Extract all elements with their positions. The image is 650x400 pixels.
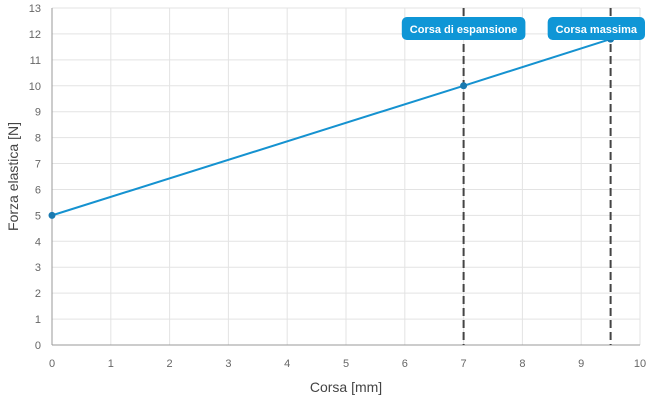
y-axis-title: Forza elastica [N] [5, 122, 21, 231]
x-tick-label: 3 [225, 358, 231, 370]
data-point [460, 82, 468, 90]
badge-background [547, 17, 645, 40]
x-tick-label: 7 [461, 358, 467, 370]
series [51, 38, 611, 217]
y-tick-label: 4 [35, 236, 41, 248]
badge-background [401, 17, 526, 40]
y-tick-label: 1 [35, 314, 41, 326]
axes [51, 8, 640, 346]
x-tick-label: 1 [108, 358, 114, 370]
x-tick-label: 9 [578, 358, 584, 370]
y-tick-label: 8 [35, 133, 41, 145]
x-tick-labels: 0 1 2 3 4 5 6 7 8 9 10 [49, 358, 646, 370]
x-tick-label: 0 [49, 358, 55, 370]
y-tick-label: 3 [35, 262, 41, 274]
annotation-badge: Corsa di espansione [401, 17, 526, 40]
reference-lines [462, 8, 612, 345]
badge-label: Corsa massima [556, 24, 638, 36]
series-line [51, 38, 611, 217]
data-point [48, 211, 56, 219]
x-tick-label: 4 [284, 358, 290, 370]
x-tick-label: 8 [519, 358, 525, 370]
y-tick-label: 13 [29, 3, 41, 15]
annotation-badges: Corsa di espansione Corsa massima [401, 17, 645, 40]
y-tick-label: 9 [35, 107, 41, 119]
x-tick-label: 6 [402, 358, 408, 370]
y-tick-label: 0 [35, 340, 41, 352]
x-tick-label: 10 [634, 358, 646, 370]
y-tick-label: 6 [35, 184, 41, 196]
x-tick-label: 2 [167, 358, 173, 370]
y-tick-label: 2 [35, 288, 41, 300]
y-tick-label: 5 [35, 210, 41, 222]
badge-label: Corsa di espansione [410, 24, 518, 36]
y-tick-label: 7 [35, 159, 41, 171]
y-tick-label: 12 [29, 29, 41, 41]
annotation-badge: Corsa massima [547, 17, 645, 40]
x-tick-label: 5 [343, 358, 349, 370]
y-tick-label: 11 [30, 55, 41, 67]
x-axis-title: Corsa [mm] [310, 379, 382, 395]
y-tick-label: 10 [29, 81, 41, 93]
